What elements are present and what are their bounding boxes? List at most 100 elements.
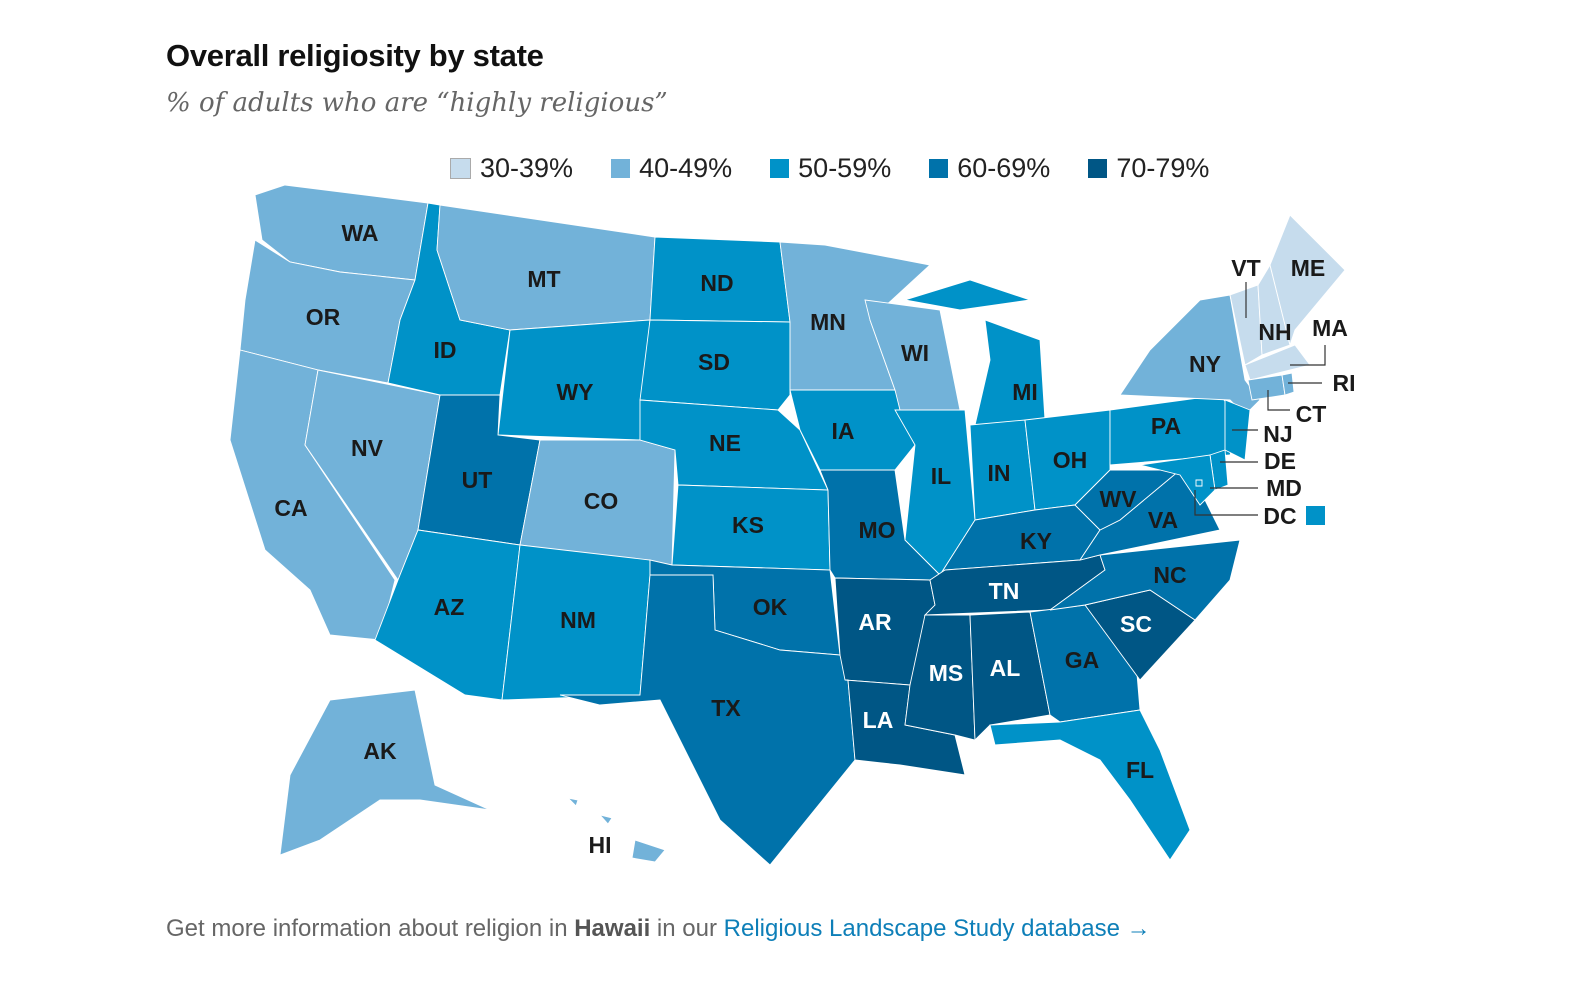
state-label: NV — [351, 435, 384, 461]
state-shape[interactable] — [519, 439, 676, 566]
state-label: AZ — [434, 594, 465, 620]
state-md[interactable] — [1139, 454, 1216, 506]
legend-item: 30-39% — [450, 153, 573, 184]
state-shape[interactable] — [1269, 214, 1346, 347]
state-label: LA — [863, 707, 894, 733]
state-label: NY — [1189, 351, 1221, 377]
state-shape[interactable] — [969, 611, 1051, 742]
legend-item: 60-69% — [929, 153, 1050, 184]
state-label: MA — [1312, 315, 1348, 341]
state-label: ME — [1291, 255, 1326, 281]
state-me[interactable] — [1269, 214, 1346, 347]
state-label: PA — [1151, 413, 1181, 439]
legend-label: 50-59% — [798, 153, 892, 183]
state-co[interactable] — [519, 439, 676, 566]
state-label: TX — [711, 695, 741, 721]
state-shape[interactable] — [974, 319, 1046, 426]
page-title: Overall religiosity by state — [166, 38, 544, 73]
state-label: AL — [990, 655, 1021, 681]
legend-item: 70-79% — [1088, 153, 1209, 184]
state-ct[interactable] — [1247, 374, 1286, 401]
state-fl[interactable] — [989, 709, 1191, 861]
state-hi[interactable] — [566, 797, 666, 863]
state-label: GA — [1065, 647, 1100, 673]
legend-label: 70-79% — [1116, 153, 1210, 183]
footer-state: Hawaii — [574, 915, 651, 942]
state-shape[interactable] — [1049, 539, 1241, 621]
legend-swatch — [1088, 159, 1108, 178]
state-shape[interactable] — [904, 279, 1031, 311]
state-label: DC — [1263, 503, 1296, 529]
state-label: UT — [462, 467, 493, 493]
state-dc[interactable] — [1195, 479, 1203, 487]
page-subtitle: % of adults who are “highly religious” — [166, 88, 668, 118]
state-label: VT — [1231, 255, 1260, 281]
state-label: MN — [810, 309, 846, 335]
state-label: AR — [858, 609, 892, 635]
state-label: WY — [556, 379, 593, 405]
state-tx[interactable] — [559, 574, 856, 866]
dc-swatch[interactable] — [1306, 506, 1325, 525]
state-label: MS — [929, 660, 964, 686]
state-sd[interactable] — [639, 319, 791, 411]
state-label: NM — [560, 607, 596, 633]
footer-prefix: Get more information about religion in — [166, 915, 568, 942]
legend-swatch — [611, 159, 631, 178]
state-al[interactable] — [969, 611, 1051, 742]
legend-swatch — [929, 159, 949, 178]
state-shape[interactable] — [559, 574, 856, 866]
state-label: HI — [589, 832, 612, 858]
footer-text: Get more information about religion in H… — [166, 915, 1151, 943]
legend-swatch — [450, 158, 471, 179]
state-label: IN — [988, 460, 1011, 486]
state-shape[interactable] — [1281, 372, 1295, 396]
state-label: NJ — [1263, 421, 1292, 447]
state-shape[interactable] — [566, 797, 579, 807]
footer-middle: in our — [656, 915, 717, 942]
state-shape[interactable] — [1139, 454, 1216, 506]
state-label: OR — [306, 304, 341, 330]
state-label: IL — [931, 463, 951, 489]
state-nc[interactable] — [1049, 539, 1241, 621]
state-label: NE — [709, 430, 741, 456]
state-label: OK — [753, 594, 788, 620]
state-ak[interactable] — [279, 689, 491, 856]
state-label: RI — [1333, 370, 1356, 396]
state-label: NH — [1258, 319, 1291, 345]
rls-database-link[interactable]: Religious Landscape Study database → — [723, 915, 1151, 942]
state-label: SC — [1120, 611, 1152, 637]
state-shape[interactable] — [279, 689, 491, 856]
state-label: VA — [1148, 507, 1178, 533]
legend-label: 30-39% — [480, 153, 574, 183]
state-label: IA — [832, 418, 855, 444]
leader-line — [1267, 390, 1290, 411]
state-label: WV — [1099, 486, 1137, 512]
state-label: MT — [527, 266, 560, 292]
state-label: OH — [1053, 447, 1088, 473]
state-shape[interactable] — [1195, 479, 1203, 487]
leader-line — [1290, 345, 1326, 366]
legend-item: 40-49% — [611, 153, 732, 184]
state-shape[interactable] — [598, 814, 613, 825]
legend-item: 50-59% — [770, 153, 891, 184]
state-label: WA — [341, 220, 378, 246]
state-shape[interactable] — [1247, 374, 1286, 401]
legend-swatch — [770, 159, 790, 178]
state-label: TN — [989, 578, 1020, 604]
state-ri[interactable] — [1281, 372, 1295, 396]
leader-line — [1194, 490, 1258, 516]
state-shape[interactable] — [639, 319, 791, 411]
state-shape[interactable] — [989, 709, 1191, 861]
state-shape[interactable] — [631, 839, 666, 863]
state-label: DE — [1264, 448, 1296, 474]
legend-label: 60-69% — [957, 153, 1051, 183]
state-label: ND — [700, 270, 733, 296]
state-label: CT — [1296, 401, 1327, 427]
state-label: WI — [901, 340, 929, 366]
state-label: AK — [363, 738, 397, 764]
state-label: KS — [732, 512, 764, 538]
state-label: FL — [1126, 757, 1154, 783]
state-label: MI — [1012, 379, 1038, 405]
legend-label: 40-49% — [639, 153, 733, 183]
